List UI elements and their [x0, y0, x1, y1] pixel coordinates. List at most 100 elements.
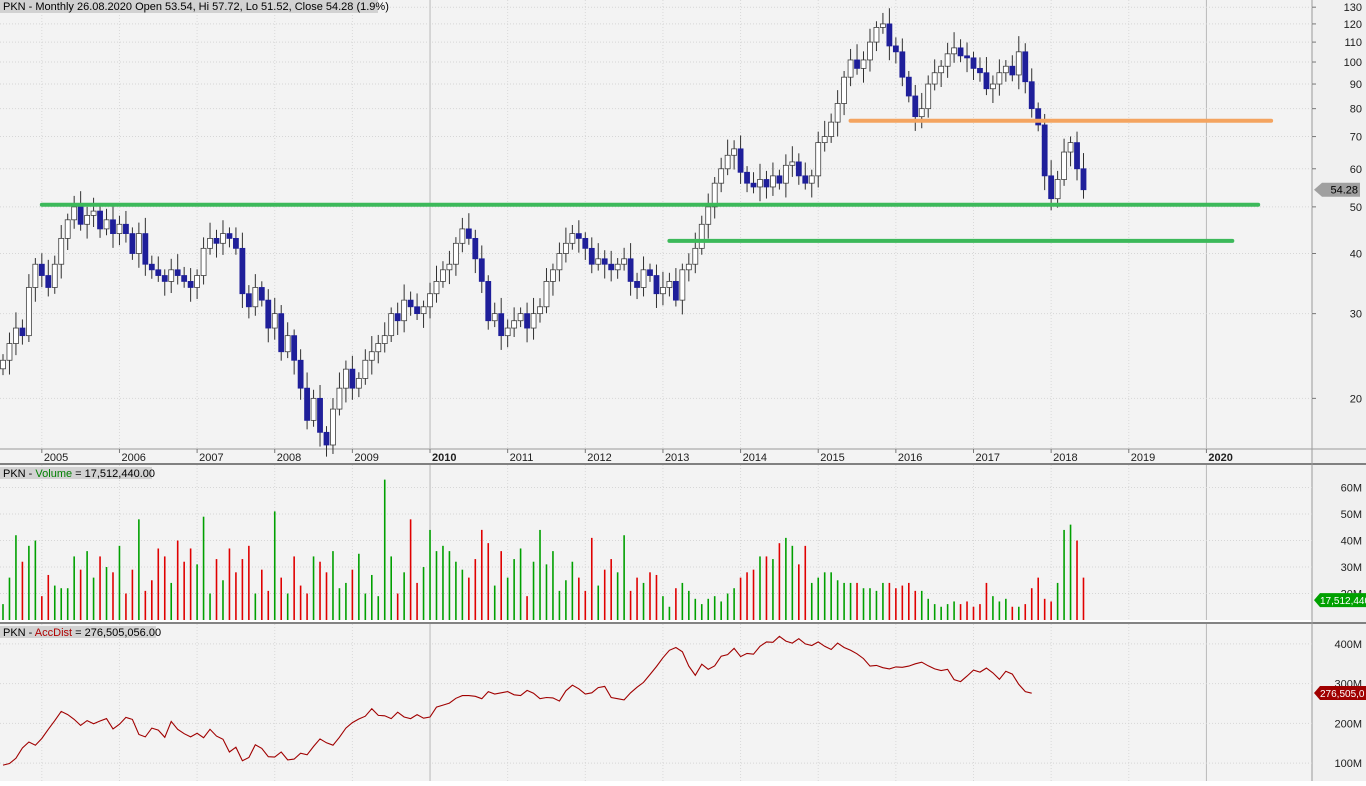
candle-body	[692, 247, 699, 265]
last-price-label: 54.28	[1330, 185, 1358, 197]
candle-body	[349, 368, 356, 389]
candle-body	[789, 161, 796, 166]
accdist-tick-label: 200M	[1334, 718, 1362, 730]
candle-body	[653, 275, 660, 295]
candle-body	[148, 263, 155, 271]
candle-body	[847, 59, 854, 78]
price-tick-label: 60	[1350, 164, 1362, 176]
candle-body	[517, 313, 524, 322]
candle-body	[58, 237, 65, 265]
candle-body	[996, 72, 1003, 85]
candle-body	[310, 397, 317, 421]
candle-body	[795, 161, 802, 177]
candle-body	[614, 263, 621, 271]
candle-body	[375, 343, 382, 353]
price-tick-label: 40	[1350, 249, 1362, 261]
candle-body	[660, 287, 666, 295]
candle-body	[685, 263, 692, 271]
x-tick-label: 2005	[44, 452, 68, 464]
candle-body	[562, 242, 569, 254]
candle-body	[142, 233, 149, 265]
candle-body	[731, 148, 738, 156]
candle-body	[84, 215, 91, 225]
support-lines	[39, 118, 1274, 243]
candle-body	[90, 210, 97, 216]
candle-body	[45, 275, 52, 288]
candle-body	[103, 219, 110, 230]
candle-body	[284, 335, 291, 353]
candle-body	[821, 136, 828, 144]
candle-body	[1074, 142, 1080, 170]
x-tick-label: 2020	[1208, 452, 1232, 464]
accdist-last-box	[1314, 685, 1366, 700]
candle-body	[394, 313, 401, 322]
price-tick-label: 20	[1350, 393, 1362, 405]
accdist-title-prefix: PKN -	[3, 627, 35, 639]
candle-body	[983, 72, 990, 90]
candle-body	[174, 269, 181, 276]
price-title-bg	[0, 0, 378, 13]
price-title: PKN - Monthly 26.08.2020 Open 53.54, Hi …	[3, 1, 389, 13]
candle-body	[38, 263, 45, 276]
candle-body	[595, 258, 602, 265]
candle-body	[782, 164, 789, 184]
candle-body	[420, 306, 427, 315]
candle-body	[168, 269, 175, 282]
candle-body	[951, 47, 957, 55]
price-tick-label: 100	[1344, 57, 1362, 69]
candle-body	[19, 327, 26, 337]
candle-body	[200, 247, 207, 276]
candle-body	[575, 233, 582, 239]
price-tick-label: 130	[1344, 2, 1362, 14]
candle-body	[1067, 142, 1074, 153]
x-tick-label: 2013	[665, 452, 689, 464]
candle-body	[511, 320, 518, 329]
x-tick-label: 2016	[898, 452, 922, 464]
candle-body	[278, 313, 285, 353]
volume-bars: 20M30M40M50M60M	[0, 479, 1362, 620]
candle-body	[964, 55, 970, 59]
candle-body	[129, 233, 136, 254]
x-tick-label: 2007	[199, 452, 223, 464]
candle-body	[970, 57, 977, 69]
candle-body	[123, 223, 129, 234]
candle-body	[401, 299, 408, 322]
candle-body	[427, 293, 433, 308]
candle-body	[71, 206, 78, 221]
candle-body	[524, 313, 530, 329]
candle-body	[938, 65, 945, 74]
candle-body	[414, 306, 420, 315]
candle-body	[627, 258, 634, 282]
candle-body	[25, 287, 32, 337]
candle-body	[355, 378, 362, 389]
x-tick-label: 2011	[510, 452, 534, 464]
candle-body	[1035, 108, 1042, 126]
candle-body	[757, 179, 763, 188]
x-tick-label: 2015	[820, 452, 844, 464]
volume-title-prefix: PKN -	[3, 468, 35, 480]
accdist-title-suffix: = 276,505,056.00	[72, 627, 161, 639]
candle-body	[724, 154, 731, 170]
volume-last-box	[1314, 593, 1366, 608]
candle-body	[737, 148, 744, 173]
candle-body	[0, 359, 6, 370]
candle-body	[452, 242, 459, 265]
candle-body	[265, 299, 272, 329]
candle-body	[362, 359, 369, 379]
candle-body	[239, 247, 246, 295]
candle-body	[304, 387, 310, 421]
x-tick-label: 2010	[432, 452, 456, 464]
price-plot-bg	[0, 0, 1312, 449]
candle-body	[530, 313, 537, 329]
candle-body	[925, 83, 932, 110]
candle-body	[485, 281, 492, 322]
candle-body	[854, 59, 860, 69]
candle-body	[556, 253, 563, 271]
candle-body	[110, 219, 116, 234]
candle-body	[763, 179, 770, 188]
candle-body	[1015, 51, 1022, 76]
candle-body	[621, 258, 628, 265]
accdist-title-bg	[0, 626, 156, 638]
candle-body	[1028, 81, 1035, 110]
volume-tick-label: 40M	[1341, 536, 1362, 548]
